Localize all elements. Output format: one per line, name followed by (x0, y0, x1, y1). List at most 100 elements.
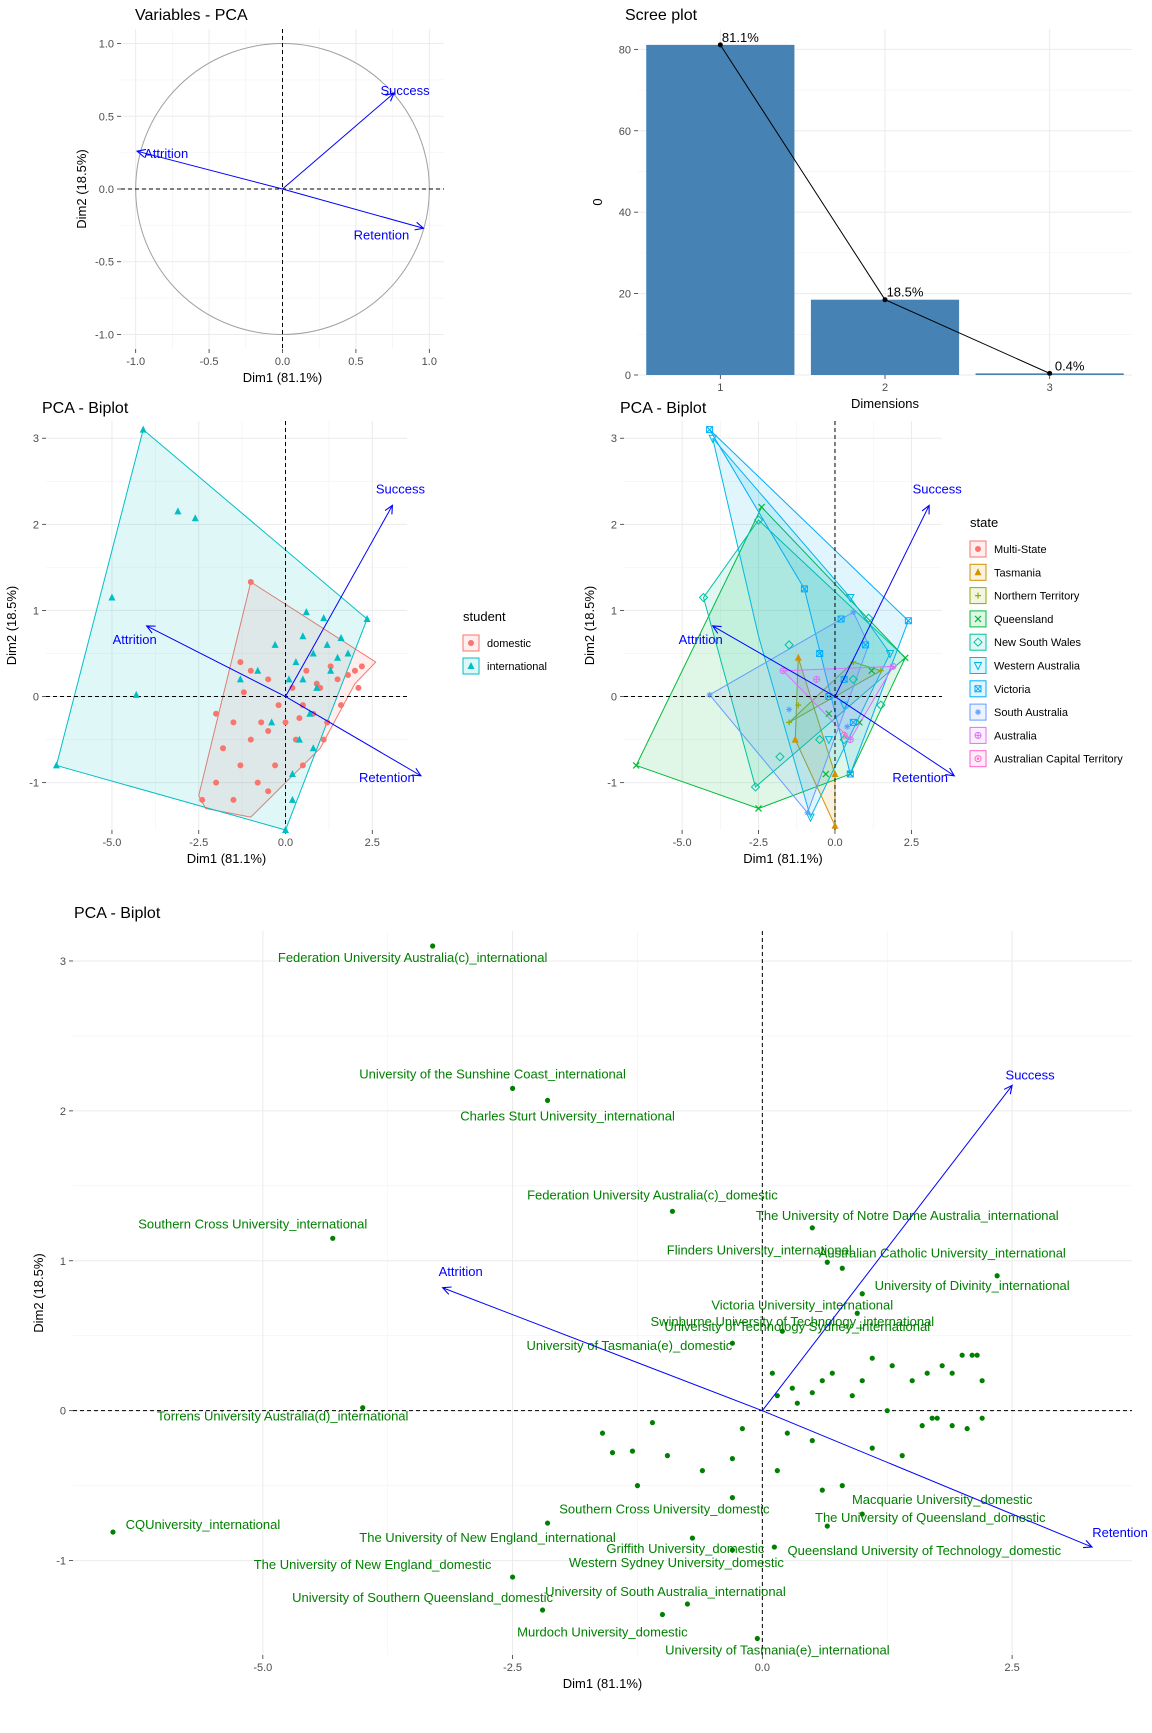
data-point (901, 654, 909, 662)
individual-label: Macquarie University_domestic (852, 1492, 1033, 1507)
individual-point (924, 1370, 930, 1376)
individual-point (929, 1415, 935, 1421)
data-point (213, 779, 220, 786)
individual-point (919, 1423, 925, 1429)
value-label: 0.4% (1055, 358, 1085, 373)
y-tick-label: -0.5 (95, 257, 114, 269)
individual-point (899, 1453, 905, 1459)
individual-point (994, 1273, 1000, 1279)
data-point (334, 676, 341, 683)
data-point (313, 683, 321, 691)
data-point (975, 546, 981, 552)
biplot-state-panel: -5.0 -2.5 0.0 2.5 -1 0 1 2 3 Dim1 (81.1%) Dim2 (18… (582, 400, 1123, 866)
individual-label: Torrens University Australia(d)_internat… (157, 1409, 409, 1424)
x-tick-label: 1.0 (422, 356, 437, 368)
data-point (275, 702, 282, 709)
loading-arrow (282, 92, 395, 190)
individual-point (330, 1235, 336, 1241)
y-tick-label: 1 (60, 1256, 66, 1268)
data-point (299, 762, 306, 769)
x-axis-title: Dim1 (81.1%) (563, 1676, 642, 1691)
y-tick-label: -1 (56, 1556, 66, 1568)
individual-point (839, 1483, 845, 1489)
data-point (199, 796, 206, 803)
loading-arrow (834, 696, 955, 777)
data-point (974, 615, 982, 623)
legend-label: Queensland (994, 614, 1053, 626)
data-point (775, 752, 785, 762)
bar (810, 299, 960, 375)
individual-point (110, 1529, 116, 1535)
y-tick-label: 0 (33, 692, 39, 704)
y-tick-label: 20 (619, 289, 631, 301)
data-point (299, 675, 307, 683)
individual-point (629, 1448, 636, 1454)
data-point (974, 731, 982, 739)
individual-point (779, 1328, 785, 1334)
y-tick-label: 0 (60, 1406, 66, 1418)
loading-arrow-head (441, 1286, 452, 1295)
y-tick-label: 0 (625, 370, 631, 382)
data-point (698, 592, 709, 603)
x-axis-title: Dim1 (81.1%) (743, 851, 822, 866)
data-point (708, 434, 717, 444)
data-point (254, 779, 261, 786)
data-point (288, 795, 296, 803)
data-point (786, 719, 793, 726)
individual-point (979, 1415, 985, 1421)
individual-point (774, 1468, 780, 1474)
individual-label: Victoria University_international (711, 1298, 893, 1313)
data-point-center (976, 757, 980, 760)
x-tick-label: -1.0 (126, 356, 145, 368)
data-point (344, 672, 351, 679)
individual-point (964, 1426, 970, 1432)
individual-label: Southern Cross University_domestic (559, 1502, 770, 1517)
individual-label: University of Tasmania(e)_domestic (527, 1338, 733, 1353)
data-point (755, 805, 762, 812)
legend-label: international (487, 661, 547, 673)
data-point (779, 667, 787, 675)
individual-point (689, 1535, 696, 1541)
data-point (355, 684, 362, 691)
individual-point (819, 1378, 825, 1384)
biplot-individuals-panel: -5.0 -2.5 0.0 2.5 -1 0 1 2 3 Dim1 (81.1%) Dim2 (18… (31, 905, 1148, 1691)
individual-point (979, 1378, 985, 1384)
x-tick-label: 3 (1047, 382, 1053, 394)
individual-point (754, 1635, 760, 1642)
legend-label: Western Australia (994, 661, 1081, 673)
data-point (816, 649, 824, 657)
data-point (309, 649, 317, 657)
x-tick-label: -2.5 (189, 837, 208, 849)
scree-point (1047, 370, 1053, 376)
individual-point (794, 1400, 800, 1406)
data-point (973, 662, 983, 671)
loading-arrow-head (385, 92, 396, 102)
individual-point (509, 1085, 516, 1091)
data-point (806, 813, 815, 823)
data-point (320, 736, 327, 743)
individual-point (909, 1378, 915, 1384)
individual-point (974, 1352, 980, 1358)
data-point (758, 503, 766, 511)
individual-point (889, 1363, 895, 1369)
data-point (296, 715, 303, 722)
individual-point (664, 1453, 671, 1459)
data-point (795, 702, 802, 709)
data-point (108, 593, 116, 601)
loading-arrow-head (1003, 1084, 1013, 1095)
data-point (844, 723, 851, 730)
data-point (174, 507, 182, 515)
data-point (974, 755, 982, 763)
individual-label: University of Southern Queensland_domest… (292, 1590, 553, 1605)
data-point (351, 667, 358, 674)
data-point (885, 649, 895, 659)
individual-label: The University of Queensland_domestic (815, 1510, 1046, 1525)
data-point (236, 675, 244, 683)
data-point (306, 709, 314, 717)
individual-point (949, 1370, 955, 1376)
x-tick-label: -2.5 (503, 1662, 522, 1674)
arrow-label: Success (381, 83, 431, 98)
individual-label: University of Divinity_international (875, 1278, 1070, 1293)
individual-label: Federation University Australia(c)_domes… (527, 1187, 778, 1202)
data-point (299, 632, 307, 640)
